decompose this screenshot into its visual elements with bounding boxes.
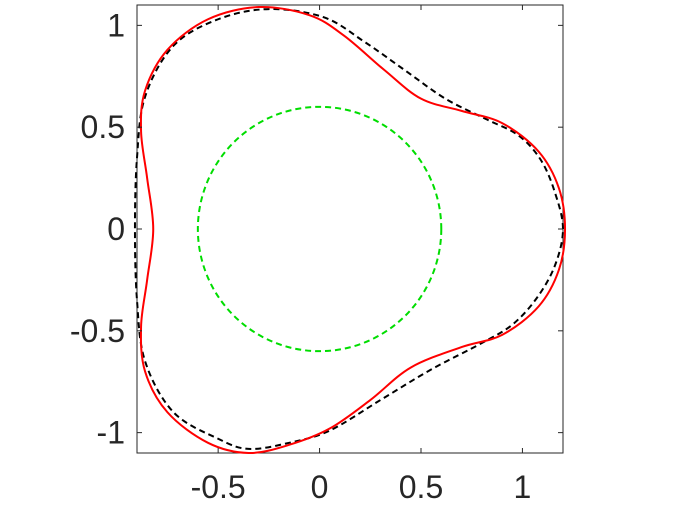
x-tick-label: -0.5: [191, 469, 246, 505]
y-tick-label: 1: [107, 7, 125, 43]
y-tick-label: -0.5: [70, 313, 125, 349]
x-tick-label: 0: [311, 469, 329, 505]
y-tick-label: 0.5: [81, 109, 125, 145]
series-circle-2: [196, 105, 443, 353]
axes-box: [136, 4, 564, 454]
x-tick-label: 0.5: [399, 469, 443, 505]
series-line-0: [133, 8, 564, 450]
y-tick-label: 0: [107, 211, 125, 247]
x-tick-label: 1: [514, 469, 532, 505]
ticks-layer: -0.5 0 0.5 1 -1 -0.5 0 0.5 1: [70, 5, 563, 505]
y-tick-label: -1: [97, 415, 125, 451]
series-layer: [133, 5, 567, 455]
series-line-1: [139, 5, 567, 455]
